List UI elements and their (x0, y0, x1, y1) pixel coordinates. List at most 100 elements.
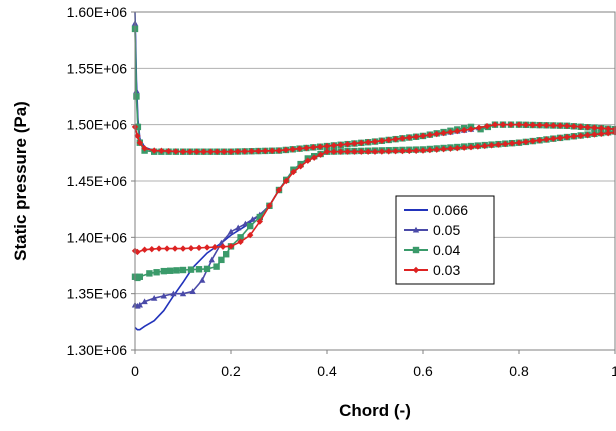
data-point (153, 269, 160, 276)
data-point (207, 148, 214, 155)
data-point (227, 228, 235, 235)
data-point (474, 143, 482, 150)
data-point (467, 125, 475, 133)
data-point (344, 140, 351, 148)
y-axis-ticks: 1.30E+06 1.35E+06 1.40E+06 1.45E+06 1.50E+06… (67, 4, 135, 358)
series-line-lower (134, 130, 616, 307)
data-point (255, 147, 262, 155)
data-point (598, 130, 605, 138)
x-tick-label: 0.2 (221, 363, 241, 379)
data-point (227, 243, 235, 250)
data-point (256, 213, 263, 221)
data-point (203, 265, 211, 273)
x-axis-ticks: 0 0.2 0.4 0.6 0.8 1 (131, 350, 616, 379)
data-point (167, 267, 174, 274)
data-point (454, 144, 461, 152)
data-point (297, 163, 304, 170)
data-point (330, 148, 338, 155)
data-point (570, 123, 578, 130)
data-point (337, 141, 344, 148)
data-point (577, 123, 584, 130)
data-point (310, 144, 317, 151)
data-point (358, 139, 365, 147)
y-tick-label: 1.40E+06 (67, 229, 128, 245)
data-point (440, 145, 447, 153)
data-point (399, 135, 406, 142)
legend-item: 0.05 (404, 222, 460, 238)
data-point (475, 124, 483, 131)
x-tick-label: 1 (611, 363, 616, 379)
data-point (165, 147, 172, 155)
data-point (563, 133, 571, 141)
data-point (200, 148, 207, 155)
data-point (330, 142, 338, 149)
data-point (536, 137, 543, 144)
data-point (556, 122, 564, 129)
data-point (151, 147, 158, 154)
data-point (440, 129, 447, 137)
data-point (193, 148, 200, 155)
series-0-066 (134, 11, 616, 331)
data-point (195, 244, 203, 252)
data-point (419, 132, 427, 140)
x-tick-label: 0 (131, 363, 139, 379)
data-point (208, 256, 215, 263)
y-tick-label: 1.60E+06 (67, 4, 128, 20)
y-tick-label: 1.35E+06 (67, 286, 128, 302)
data-point (584, 131, 591, 139)
data-point (187, 245, 195, 252)
data-point (134, 132, 141, 140)
legend: 0.066 0.05 0.04 0.03 (395, 195, 495, 285)
legend-marker (412, 266, 420, 274)
data-point (385, 148, 392, 155)
data-point (406, 134, 413, 141)
data-point (237, 234, 244, 241)
y-tick-label: 1.50E+06 (67, 117, 128, 133)
data-point (186, 148, 194, 155)
data-point (337, 148, 344, 155)
series-line-upper (134, 11, 616, 153)
data-point (275, 186, 283, 194)
data-point (358, 148, 365, 155)
data-point (351, 148, 358, 155)
data-point (141, 246, 148, 253)
data-point (203, 244, 211, 251)
data-point (550, 135, 557, 142)
data-point (495, 141, 502, 148)
data-point (499, 121, 507, 128)
data-point (536, 121, 543, 129)
data-point (290, 168, 297, 176)
data-point (146, 270, 153, 277)
data-point (171, 245, 179, 252)
legend-item: 0.066 (404, 202, 468, 218)
data-point (223, 251, 230, 258)
data-point (385, 136, 392, 144)
series-line-lower (134, 130, 616, 331)
data-point (591, 131, 598, 138)
data-point (214, 148, 221, 155)
data-point (323, 148, 331, 155)
x-tick-label: 0.4 (317, 363, 337, 379)
data-point (289, 146, 296, 153)
data-point (235, 224, 242, 231)
series-0-03 (131, 121, 616, 256)
data-point (481, 142, 488, 150)
data-point (460, 126, 468, 134)
data-point (268, 147, 276, 154)
data-point (179, 266, 187, 274)
data-point (550, 122, 557, 129)
data-point (283, 177, 290, 185)
data-point (543, 136, 550, 143)
data-point (316, 143, 324, 150)
data-point (447, 128, 454, 136)
legend-label: 0.03 (433, 262, 460, 278)
y-tick-label: 1.55E+06 (67, 60, 128, 76)
data-point (158, 147, 165, 155)
data-point (515, 121, 523, 128)
data-point (275, 147, 283, 154)
data-point (515, 139, 523, 146)
legend-marker (412, 246, 420, 254)
data-point (392, 135, 399, 143)
data-point (155, 245, 163, 252)
